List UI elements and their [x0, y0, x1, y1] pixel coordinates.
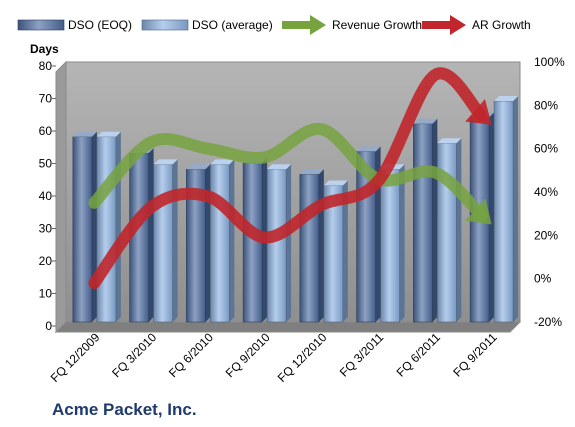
bar-side: [456, 138, 462, 322]
bar-top: [356, 146, 381, 152]
bar: [299, 173, 320, 323]
y-tick-label: 60: [39, 124, 53, 138]
y2-tick-label: 0%: [534, 272, 552, 286]
bar-side: [148, 148, 154, 322]
bar-side: [318, 169, 324, 322]
bar-side: [432, 118, 438, 322]
legend-arrowhead: [450, 15, 466, 35]
y-tick-label: 80: [39, 59, 53, 73]
legend-swatch: [141, 19, 189, 31]
bar-side: [205, 164, 211, 322]
x-tick-label: FQ 9/2010: [223, 330, 273, 380]
bar-side: [172, 159, 178, 322]
bar: [96, 136, 117, 323]
bar-top: [210, 159, 235, 165]
legend-label: DSO (EOQ): [68, 18, 132, 32]
bar: [413, 123, 433, 323]
series-line: [88, 67, 488, 289]
legend-swatch: [17, 19, 65, 31]
y-tick-label: 10: [39, 287, 53, 301]
bar-top: [267, 164, 292, 170]
bar-side: [286, 164, 292, 322]
bar: [380, 168, 400, 323]
y-tick-label: 30: [39, 222, 53, 236]
bar-top: [153, 159, 178, 165]
y2-tick-label: 40%: [534, 185, 558, 199]
plot-side-wall: [55, 60, 67, 334]
bar-side: [489, 112, 495, 322]
y-tick-label: 0: [45, 319, 52, 333]
legend-label: AR Growth: [472, 18, 531, 32]
bar-top: [299, 169, 324, 175]
x-tick-label: FQ 9/2011: [450, 330, 500, 380]
series-arrowhead: [465, 198, 492, 225]
y-tick-label: 20: [39, 254, 53, 268]
y-tick-label: 40: [39, 189, 53, 203]
x-tick-label: FQ 6/2011: [394, 330, 444, 380]
x-tick-label: FQ 12/2009: [48, 330, 103, 385]
bar-top: [72, 131, 97, 137]
bar-side: [513, 96, 519, 322]
bar-side: [342, 180, 348, 322]
bar: [266, 168, 287, 323]
plot-floor: [54, 321, 522, 333]
y-tick-label: 50: [39, 157, 53, 171]
legend-label: DSO (average): [192, 18, 273, 32]
y2-tick-label: 100%: [534, 55, 565, 69]
x-tick-label: FQ 12/2010: [275, 330, 330, 385]
bar-side: [399, 164, 405, 322]
y-tick-label: 70: [39, 92, 53, 106]
bar-side: [91, 131, 97, 322]
series-line: [88, 123, 488, 222]
x-tick-label: FQ 3/2011: [337, 330, 387, 380]
company-name: Acme Packet, Inc.: [52, 400, 197, 419]
bar-top: [413, 118, 438, 124]
y2-tick-label: 20%: [534, 228, 558, 242]
bar: [153, 164, 173, 323]
x-tick-label: FQ 3/2010: [109, 330, 159, 380]
series-arrowhead: [465, 99, 492, 125]
bar-top: [186, 164, 211, 170]
legend-label: Revenue Growth: [332, 18, 422, 32]
bar-side: [115, 131, 121, 322]
y2-tick-label: 80%: [534, 98, 558, 112]
bar-top: [323, 180, 348, 186]
legend-arrowhead: [310, 15, 326, 35]
y2-tick-label: -20%: [534, 315, 562, 329]
bar-side: [229, 159, 235, 322]
x-tick-label: FQ 6/2010: [166, 330, 216, 380]
bar-top: [494, 96, 519, 101]
y2-tick-label: 60%: [534, 142, 558, 156]
bar-top: [437, 138, 462, 144]
bar: [210, 164, 230, 323]
y-axis-title: Days: [30, 42, 59, 56]
bar: [493, 100, 514, 323]
bar-top: [96, 131, 121, 137]
bar: [72, 136, 93, 323]
